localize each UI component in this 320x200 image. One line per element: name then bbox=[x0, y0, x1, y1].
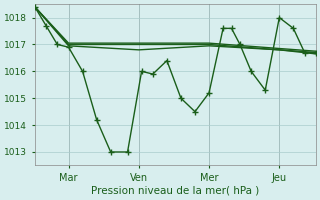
X-axis label: Pression niveau de la mer( hPa ): Pression niveau de la mer( hPa ) bbox=[91, 186, 260, 196]
